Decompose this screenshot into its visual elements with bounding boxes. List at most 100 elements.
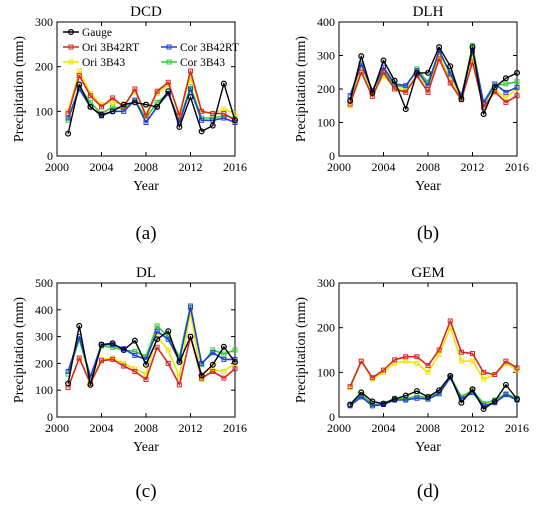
data-point (220, 343, 227, 350)
data-point (381, 69, 386, 75)
data-point (165, 88, 172, 95)
data-point (209, 361, 216, 368)
series-line (349, 54, 518, 109)
y-tick-label: 300 (35, 330, 53, 344)
x-tick-label: 2004 (372, 421, 396, 435)
x-tick-label: 2008 (416, 160, 440, 174)
data-point (98, 341, 105, 348)
data-point (65, 111, 71, 117)
y-tick-label: 100 (35, 383, 53, 397)
data-point (369, 375, 375, 381)
data-point (87, 93, 93, 99)
legend-item: Cor 3B43 (161, 57, 225, 69)
data-point (369, 93, 375, 99)
data-point (425, 369, 431, 375)
data-point (514, 79, 520, 85)
data-point (469, 386, 476, 393)
data-point (188, 68, 193, 74)
series-line (67, 82, 236, 134)
data-point (425, 393, 432, 400)
data-point (210, 350, 216, 356)
data-point (121, 363, 127, 369)
data-point (165, 336, 171, 342)
x-tick-label: 2004 (90, 421, 114, 435)
x-tick-label: 2000 (327, 421, 351, 435)
x-tick-label: 2000 (45, 421, 69, 435)
series-line (349, 375, 518, 406)
y-tick-label: 100 (35, 104, 53, 118)
series-line (349, 326, 518, 389)
panel-label: (d) (417, 481, 439, 502)
data-point (165, 328, 172, 335)
data-point (425, 69, 432, 76)
data-point (514, 93, 520, 99)
legend-marker (68, 44, 74, 50)
data-point (503, 392, 509, 398)
data-point (481, 376, 487, 382)
data-point (154, 336, 161, 343)
y-tick-label: 300 (317, 49, 335, 63)
y-tick-label: 100 (317, 365, 335, 379)
data-point (369, 90, 376, 97)
data-point (176, 113, 182, 119)
panel-d: GEM 0 100 200 300 2000 2004 2008 2012 2016 Year Pre… (294, 265, 529, 502)
data-point (436, 391, 442, 397)
data-point (436, 387, 443, 394)
legend: Gauge Ori 3B42RT Cor 3B42RT Ori 3B43 Cor 3B4… (63, 27, 239, 69)
data-point (358, 358, 364, 364)
series-gauge (65, 322, 239, 388)
x-tick-label: 2008 (416, 421, 440, 435)
data-point (425, 89, 431, 95)
data-point (165, 360, 171, 366)
data-point (87, 381, 94, 388)
data-point (425, 363, 431, 369)
data-point (188, 86, 193, 92)
chart-title: DL (136, 265, 156, 281)
data-point (502, 381, 509, 388)
data-point (514, 84, 520, 90)
x-tick-label: 2004 (372, 160, 396, 174)
y-tick-label: 200 (317, 321, 335, 335)
data-point (165, 79, 171, 85)
y-tick-label: 0 (329, 410, 335, 424)
data-point (413, 69, 420, 76)
data-point (380, 57, 387, 64)
data-point (143, 376, 149, 382)
chart-title: GEM (411, 265, 444, 281)
data-point (458, 349, 464, 355)
x-tick-label: 2004 (90, 160, 114, 174)
data-point (458, 399, 465, 406)
x-tick-label: 2008 (134, 160, 158, 174)
y-tick-label: 200 (35, 60, 53, 74)
data-point (165, 347, 171, 353)
data-point (447, 318, 453, 324)
series-line (67, 335, 236, 388)
panel-label: (c) (135, 481, 156, 502)
data-point (199, 108, 205, 114)
data-point (369, 398, 376, 405)
data-point (481, 104, 487, 110)
data-point (232, 117, 239, 124)
y-tick-label: 500 (35, 276, 53, 290)
data-point (458, 96, 465, 103)
data-point (480, 405, 487, 412)
x-tick-label: 2000 (327, 160, 351, 174)
data-point (392, 357, 398, 363)
series-line (349, 46, 518, 115)
data-point (221, 351, 227, 357)
data-point (221, 356, 227, 362)
data-point (514, 365, 520, 371)
data-point (131, 99, 138, 106)
data-point (481, 369, 487, 375)
x-tick-label: 2008 (134, 421, 158, 435)
legend-label: Ori 3B42RT (82, 42, 139, 54)
data-point (232, 359, 239, 366)
y-tick-label: 300 (35, 15, 53, 29)
data-point (232, 366, 238, 372)
data-point (143, 120, 149, 125)
y-tick-label: 0 (47, 410, 53, 424)
x-tick-label: 2012 (179, 160, 203, 174)
series-ori-3b42rt (347, 318, 520, 390)
data-point (154, 328, 160, 334)
y-tick-label: 200 (317, 82, 335, 96)
